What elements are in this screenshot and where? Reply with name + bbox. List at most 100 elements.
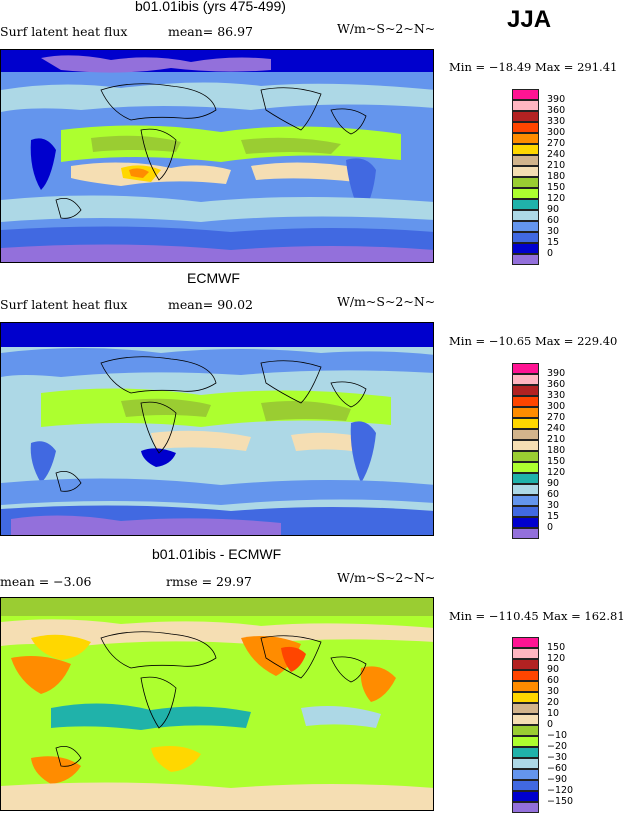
legend-label: 120 (547, 653, 566, 664)
legend-swatch (512, 473, 539, 484)
legend-label: 120 (547, 193, 566, 204)
legend-label: −20 (547, 741, 568, 752)
season-label: JJA (507, 6, 552, 33)
legend-swatch (512, 681, 539, 692)
legend-label: 0 (547, 248, 554, 259)
legend-label: 150 (547, 456, 566, 467)
legend-swatch (512, 396, 539, 407)
legend-label: 180 (547, 171, 566, 182)
legend-swatch (512, 648, 539, 659)
legend-swatch (512, 177, 539, 188)
legend-swatch (512, 440, 539, 451)
legend-swatch (512, 133, 539, 144)
legend-label: 30 (547, 500, 560, 511)
legend-swatch (512, 517, 539, 528)
legend-swatch (512, 111, 539, 122)
legend-label: 270 (547, 138, 566, 149)
legend-swatch (512, 637, 539, 648)
panel-title: b01.01ibis - ECMWF (152, 546, 282, 562)
legend-swatch (512, 188, 539, 199)
field-name: Surf latent heat flux (0, 297, 128, 312)
legend-swatch (512, 374, 539, 385)
map-graphic (1, 50, 433, 262)
legend-swatch (512, 199, 539, 210)
panel-title: b01.01ibis (yrs 475-499) (135, 0, 286, 14)
legend-label: 60 (547, 215, 560, 226)
legend-label: 330 (547, 390, 566, 401)
legend-swatch (512, 166, 539, 177)
mean-value: mean= 86.97 (168, 24, 253, 39)
legend-swatch (512, 736, 539, 747)
map-graphic (1, 323, 433, 535)
legend-swatch (512, 243, 539, 254)
legend-label: 60 (547, 489, 560, 500)
legend-label: 270 (547, 412, 566, 423)
legend-swatch (512, 791, 539, 802)
legend-label: −90 (547, 774, 568, 785)
legend-label: 10 (547, 708, 560, 719)
legend-label: 390 (547, 94, 566, 105)
legend-label: 60 (547, 675, 560, 686)
legend-label: 0 (547, 522, 554, 533)
legend-swatch (512, 210, 539, 221)
legend-label: 120 (547, 467, 566, 478)
rmse-value: rmse = 29.97 (166, 574, 252, 589)
legend-label: 300 (547, 127, 566, 138)
legend-swatch (512, 155, 539, 166)
legend-swatch (512, 802, 539, 813)
legend-swatch (512, 725, 539, 736)
legend-swatch (512, 385, 539, 396)
legend-label: 0 (547, 719, 554, 730)
contour-map (0, 49, 434, 263)
legend-label: −150 (547, 796, 574, 807)
legend-label: 150 (547, 182, 566, 193)
legend-swatch (512, 407, 539, 418)
contour-map (0, 597, 434, 811)
legend-label: 210 (547, 160, 566, 171)
legend-swatch (512, 89, 539, 100)
legend-label: 15 (547, 511, 560, 522)
legend-swatch (512, 714, 539, 725)
legend-label: 90 (547, 204, 560, 215)
legend-swatch (512, 659, 539, 670)
legend-label: 90 (547, 478, 560, 489)
legend-label: 360 (547, 105, 566, 116)
legend-label: 240 (547, 423, 566, 434)
legend-label: 330 (547, 116, 566, 127)
legend-swatch (512, 703, 539, 714)
contour-map (0, 322, 434, 536)
min-max-label: Min = −18.49 Max = 291.41 (449, 60, 618, 74)
legend-label: 360 (547, 379, 566, 390)
legend-label: −10 (547, 730, 568, 741)
legend-swatch (512, 100, 539, 111)
legend-swatch (512, 363, 539, 374)
legend-swatch (512, 254, 539, 265)
legend-swatch (512, 758, 539, 769)
legend-swatch (512, 692, 539, 703)
legend-swatch (512, 451, 539, 462)
units-label: W/m~S~2~N~ (337, 570, 436, 585)
legend-label: 390 (547, 368, 566, 379)
legend-swatch (512, 495, 539, 506)
legend-swatch (512, 484, 539, 495)
map-graphic (1, 598, 433, 810)
legend-label: 210 (547, 434, 566, 445)
units-label: W/m~S~2~N~ (337, 21, 436, 36)
legend-swatch (512, 769, 539, 780)
legend-swatch (512, 144, 539, 155)
legend-swatch (512, 528, 539, 539)
panel-title: ECMWF (187, 270, 240, 286)
legend-label: 90 (547, 664, 560, 675)
field-name: Surf latent heat flux (0, 24, 128, 39)
legend-label: 300 (547, 401, 566, 412)
legend-label: 20 (547, 697, 560, 708)
min-max-label: Min = −10.65 Max = 229.40 (449, 334, 618, 348)
legend-swatch (512, 506, 539, 517)
legend-swatch (512, 747, 539, 758)
legend-label: 15 (547, 237, 560, 248)
mean-value: mean = −3.06 (0, 574, 92, 589)
legend-swatch (512, 122, 539, 133)
legend-swatch (512, 670, 539, 681)
legend-swatch (512, 429, 539, 440)
legend-swatch (512, 780, 539, 791)
